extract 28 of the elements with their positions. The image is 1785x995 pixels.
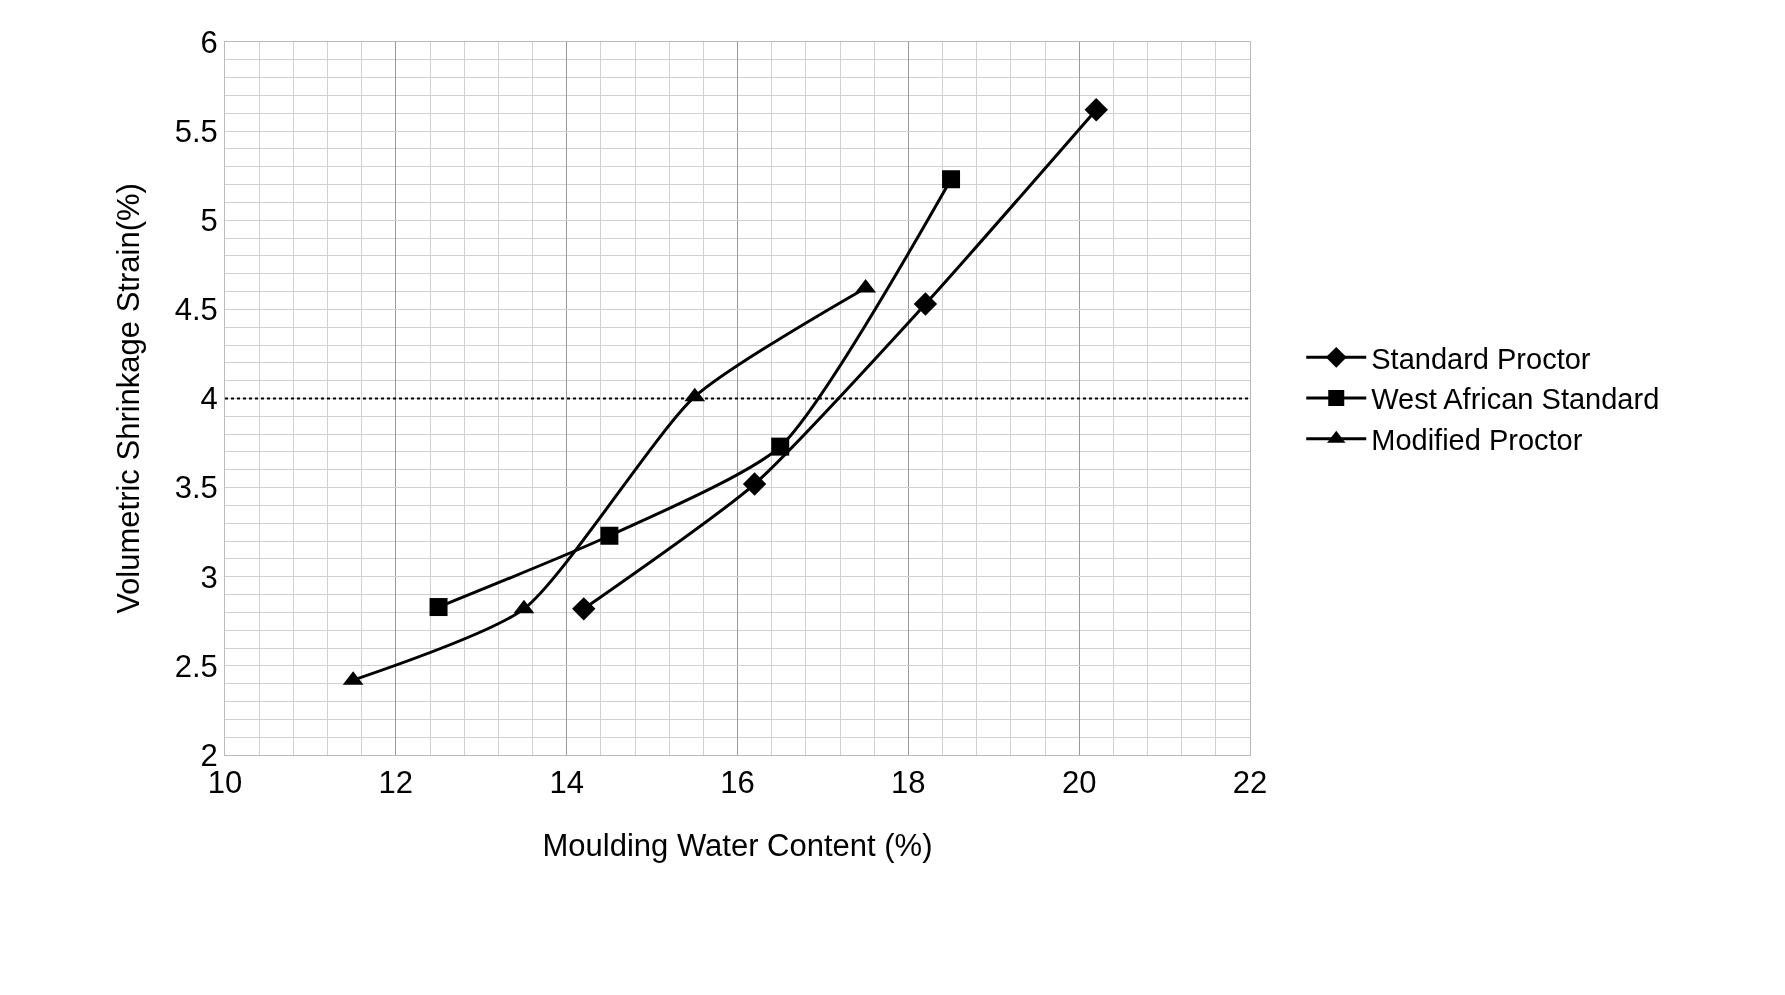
x-tick-label: 16 xyxy=(720,765,755,801)
y-tick-label: 3 xyxy=(200,559,218,595)
legend-label: West African Standard xyxy=(1371,383,1660,416)
legend-label: Standard Proctor xyxy=(1371,342,1591,375)
x-axis-title: Moulding Water Content (%) xyxy=(542,828,933,864)
y-tick-label: 6 xyxy=(200,24,218,60)
y-tick-label: 2.5 xyxy=(174,648,218,684)
x-tick-label: 12 xyxy=(378,765,414,801)
x-tick-label: 20 xyxy=(1061,765,1097,801)
point xyxy=(942,170,961,189)
point xyxy=(742,472,767,496)
point xyxy=(429,598,448,617)
point xyxy=(1084,98,1108,122)
point xyxy=(771,437,790,456)
y-tick-label: 5.5 xyxy=(174,113,218,149)
legend-label: Modified Proctor xyxy=(1371,424,1583,457)
y-tick-label: 4 xyxy=(200,381,218,417)
y-axis-title: Volumetric Shrinkage Strain(%) xyxy=(111,183,147,614)
point xyxy=(572,597,596,621)
y-tick-label: 4.5 xyxy=(174,292,218,328)
x-tick-label: 10 xyxy=(207,765,243,801)
point xyxy=(913,292,938,316)
y-tick-label: 3.5 xyxy=(174,470,218,506)
point xyxy=(600,526,619,545)
x-tick-label: 22 xyxy=(1232,765,1268,801)
y-tick-label: 5 xyxy=(200,203,218,239)
x-tick-label: 14 xyxy=(549,765,584,801)
x-tick-label: 18 xyxy=(891,765,926,801)
